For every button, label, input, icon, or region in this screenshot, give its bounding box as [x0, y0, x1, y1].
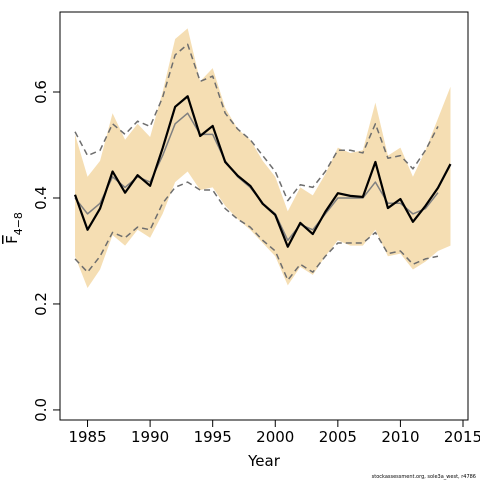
x-tick-label: 2000: [256, 428, 294, 446]
x-tick-label: 1985: [68, 428, 106, 446]
y-axis-label-sub: 4−8: [12, 212, 25, 235]
x-tick-label: 1995: [194, 428, 232, 446]
y-axis-label: F4−8: [3, 212, 25, 244]
line: [74, 181, 439, 281]
x-tick-label: 2015: [444, 428, 480, 446]
y-tick-label: 0.2: [32, 292, 50, 316]
line: [74, 43, 439, 202]
x-axis-label: Year: [247, 452, 281, 470]
confidence-band: [75, 28, 451, 289]
y-tick-label: 0.6: [32, 80, 50, 104]
x-tick-label: 2010: [381, 428, 419, 446]
x-tick-label: 1990: [131, 428, 169, 446]
y-tick-label: 0.4: [32, 186, 50, 210]
x-tick-label: 2005: [319, 428, 357, 446]
footnote: stockassessment.org, sole3a_west, r4786: [372, 474, 476, 480]
y-tick-label: 0.0: [32, 398, 50, 422]
plot-frame: [59, 11, 469, 421]
y-axis-label-main: F: [3, 235, 21, 244]
line: [73, 95, 452, 248]
